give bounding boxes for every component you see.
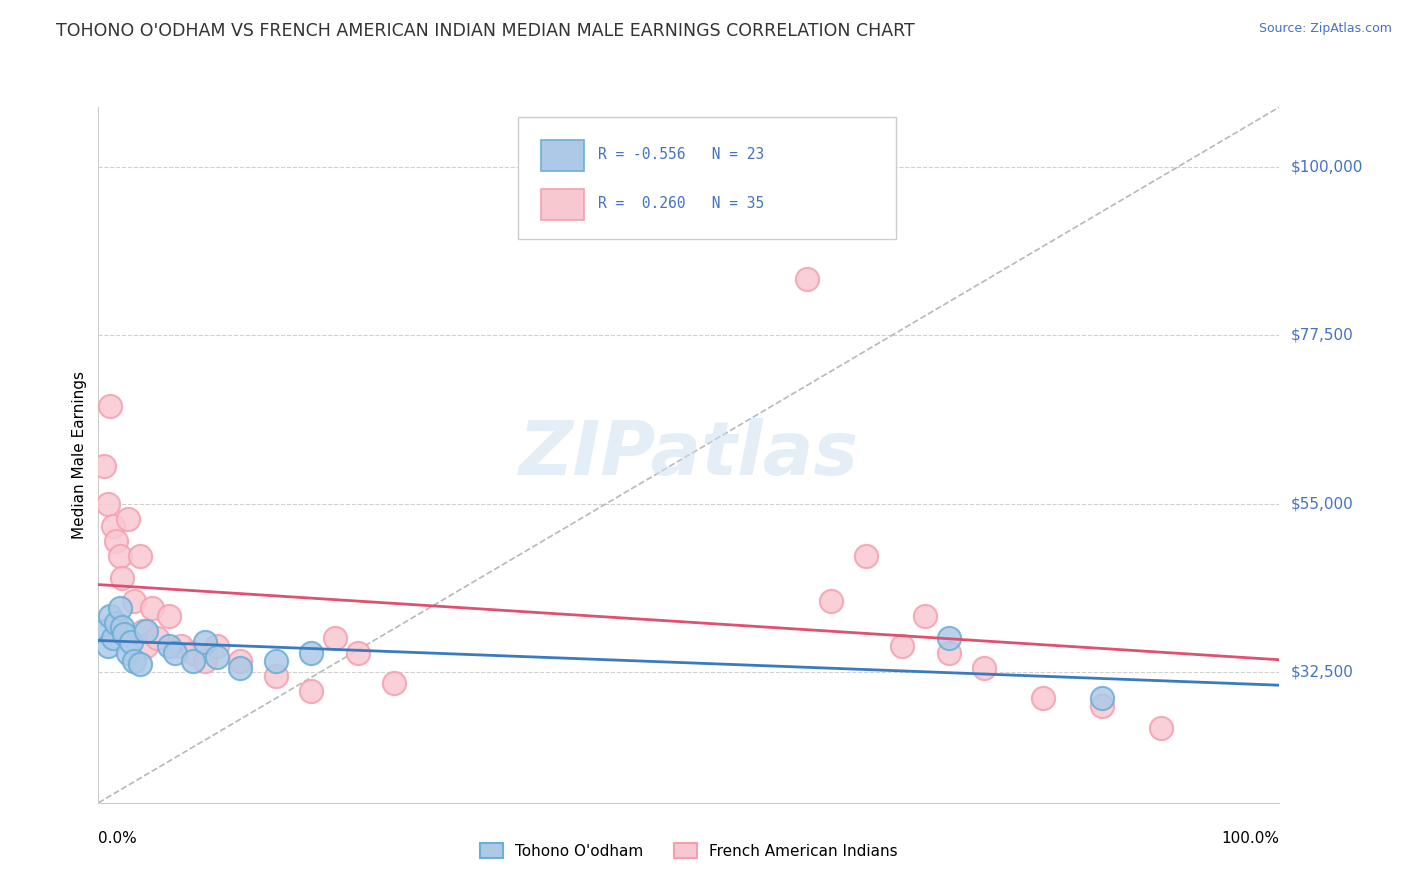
- Text: ZIPatlas: ZIPatlas: [519, 418, 859, 491]
- Text: TOHONO O'ODHAM VS FRENCH AMERICAN INDIAN MEDIAN MALE EARNINGS CORRELATION CHART: TOHONO O'ODHAM VS FRENCH AMERICAN INDIAN…: [56, 22, 915, 40]
- Text: R =  0.260   N = 35: R = 0.260 N = 35: [598, 195, 765, 211]
- Point: [181, 654, 204, 668]
- Point: [98, 608, 121, 623]
- Point: [890, 639, 912, 653]
- Point: [229, 654, 252, 668]
- Point: [157, 608, 180, 623]
- Point: [122, 594, 145, 608]
- Point: [101, 519, 124, 533]
- Point: [194, 654, 217, 668]
- Point: [299, 646, 322, 660]
- Point: [98, 399, 121, 413]
- Point: [128, 549, 150, 563]
- FancyBboxPatch shape: [541, 189, 583, 219]
- Text: $32,500: $32,500: [1291, 665, 1354, 680]
- Point: [97, 639, 120, 653]
- Point: [141, 601, 163, 615]
- Point: [229, 661, 252, 675]
- Text: $100,000: $100,000: [1291, 160, 1362, 175]
- Point: [122, 654, 145, 668]
- Point: [205, 639, 228, 653]
- Point: [165, 646, 187, 660]
- Point: [914, 608, 936, 623]
- Point: [796, 272, 818, 286]
- Legend: Tohono O'odham, French American Indians: Tohono O'odham, French American Indians: [474, 837, 904, 864]
- Point: [157, 639, 180, 653]
- Point: [181, 646, 204, 660]
- Point: [111, 571, 134, 585]
- Point: [101, 631, 124, 645]
- Point: [170, 639, 193, 653]
- Point: [135, 639, 157, 653]
- Text: R = -0.556   N = 23: R = -0.556 N = 23: [598, 147, 765, 161]
- Point: [105, 616, 128, 631]
- Text: Source: ZipAtlas.com: Source: ZipAtlas.com: [1258, 22, 1392, 36]
- Point: [855, 549, 877, 563]
- Point: [299, 683, 322, 698]
- FancyBboxPatch shape: [541, 140, 583, 171]
- Point: [347, 646, 370, 660]
- Point: [105, 533, 128, 548]
- Point: [117, 511, 139, 525]
- Point: [97, 497, 120, 511]
- Point: [1091, 698, 1114, 713]
- Point: [938, 646, 960, 660]
- Point: [194, 635, 217, 649]
- Point: [1032, 691, 1054, 706]
- Point: [93, 624, 115, 638]
- FancyBboxPatch shape: [517, 118, 896, 239]
- Text: 0.0%: 0.0%: [98, 830, 138, 846]
- Point: [112, 627, 135, 641]
- Point: [121, 635, 143, 649]
- Point: [973, 661, 995, 675]
- Text: $55,000: $55,000: [1291, 496, 1354, 511]
- Text: 100.0%: 100.0%: [1222, 830, 1279, 846]
- Point: [1150, 721, 1173, 735]
- Point: [820, 594, 842, 608]
- Point: [205, 649, 228, 664]
- Point: [264, 654, 287, 668]
- Point: [146, 631, 169, 645]
- Point: [264, 668, 287, 682]
- Point: [323, 631, 346, 645]
- Point: [382, 676, 405, 690]
- Point: [132, 624, 155, 638]
- Point: [93, 459, 115, 474]
- Point: [108, 549, 131, 563]
- Point: [117, 646, 139, 660]
- Point: [111, 620, 134, 634]
- Point: [128, 657, 150, 672]
- Y-axis label: Median Male Earnings: Median Male Earnings: [72, 371, 87, 539]
- Point: [1091, 691, 1114, 706]
- Text: $77,500: $77,500: [1291, 327, 1354, 343]
- Point: [135, 624, 157, 638]
- Point: [108, 601, 131, 615]
- Point: [938, 631, 960, 645]
